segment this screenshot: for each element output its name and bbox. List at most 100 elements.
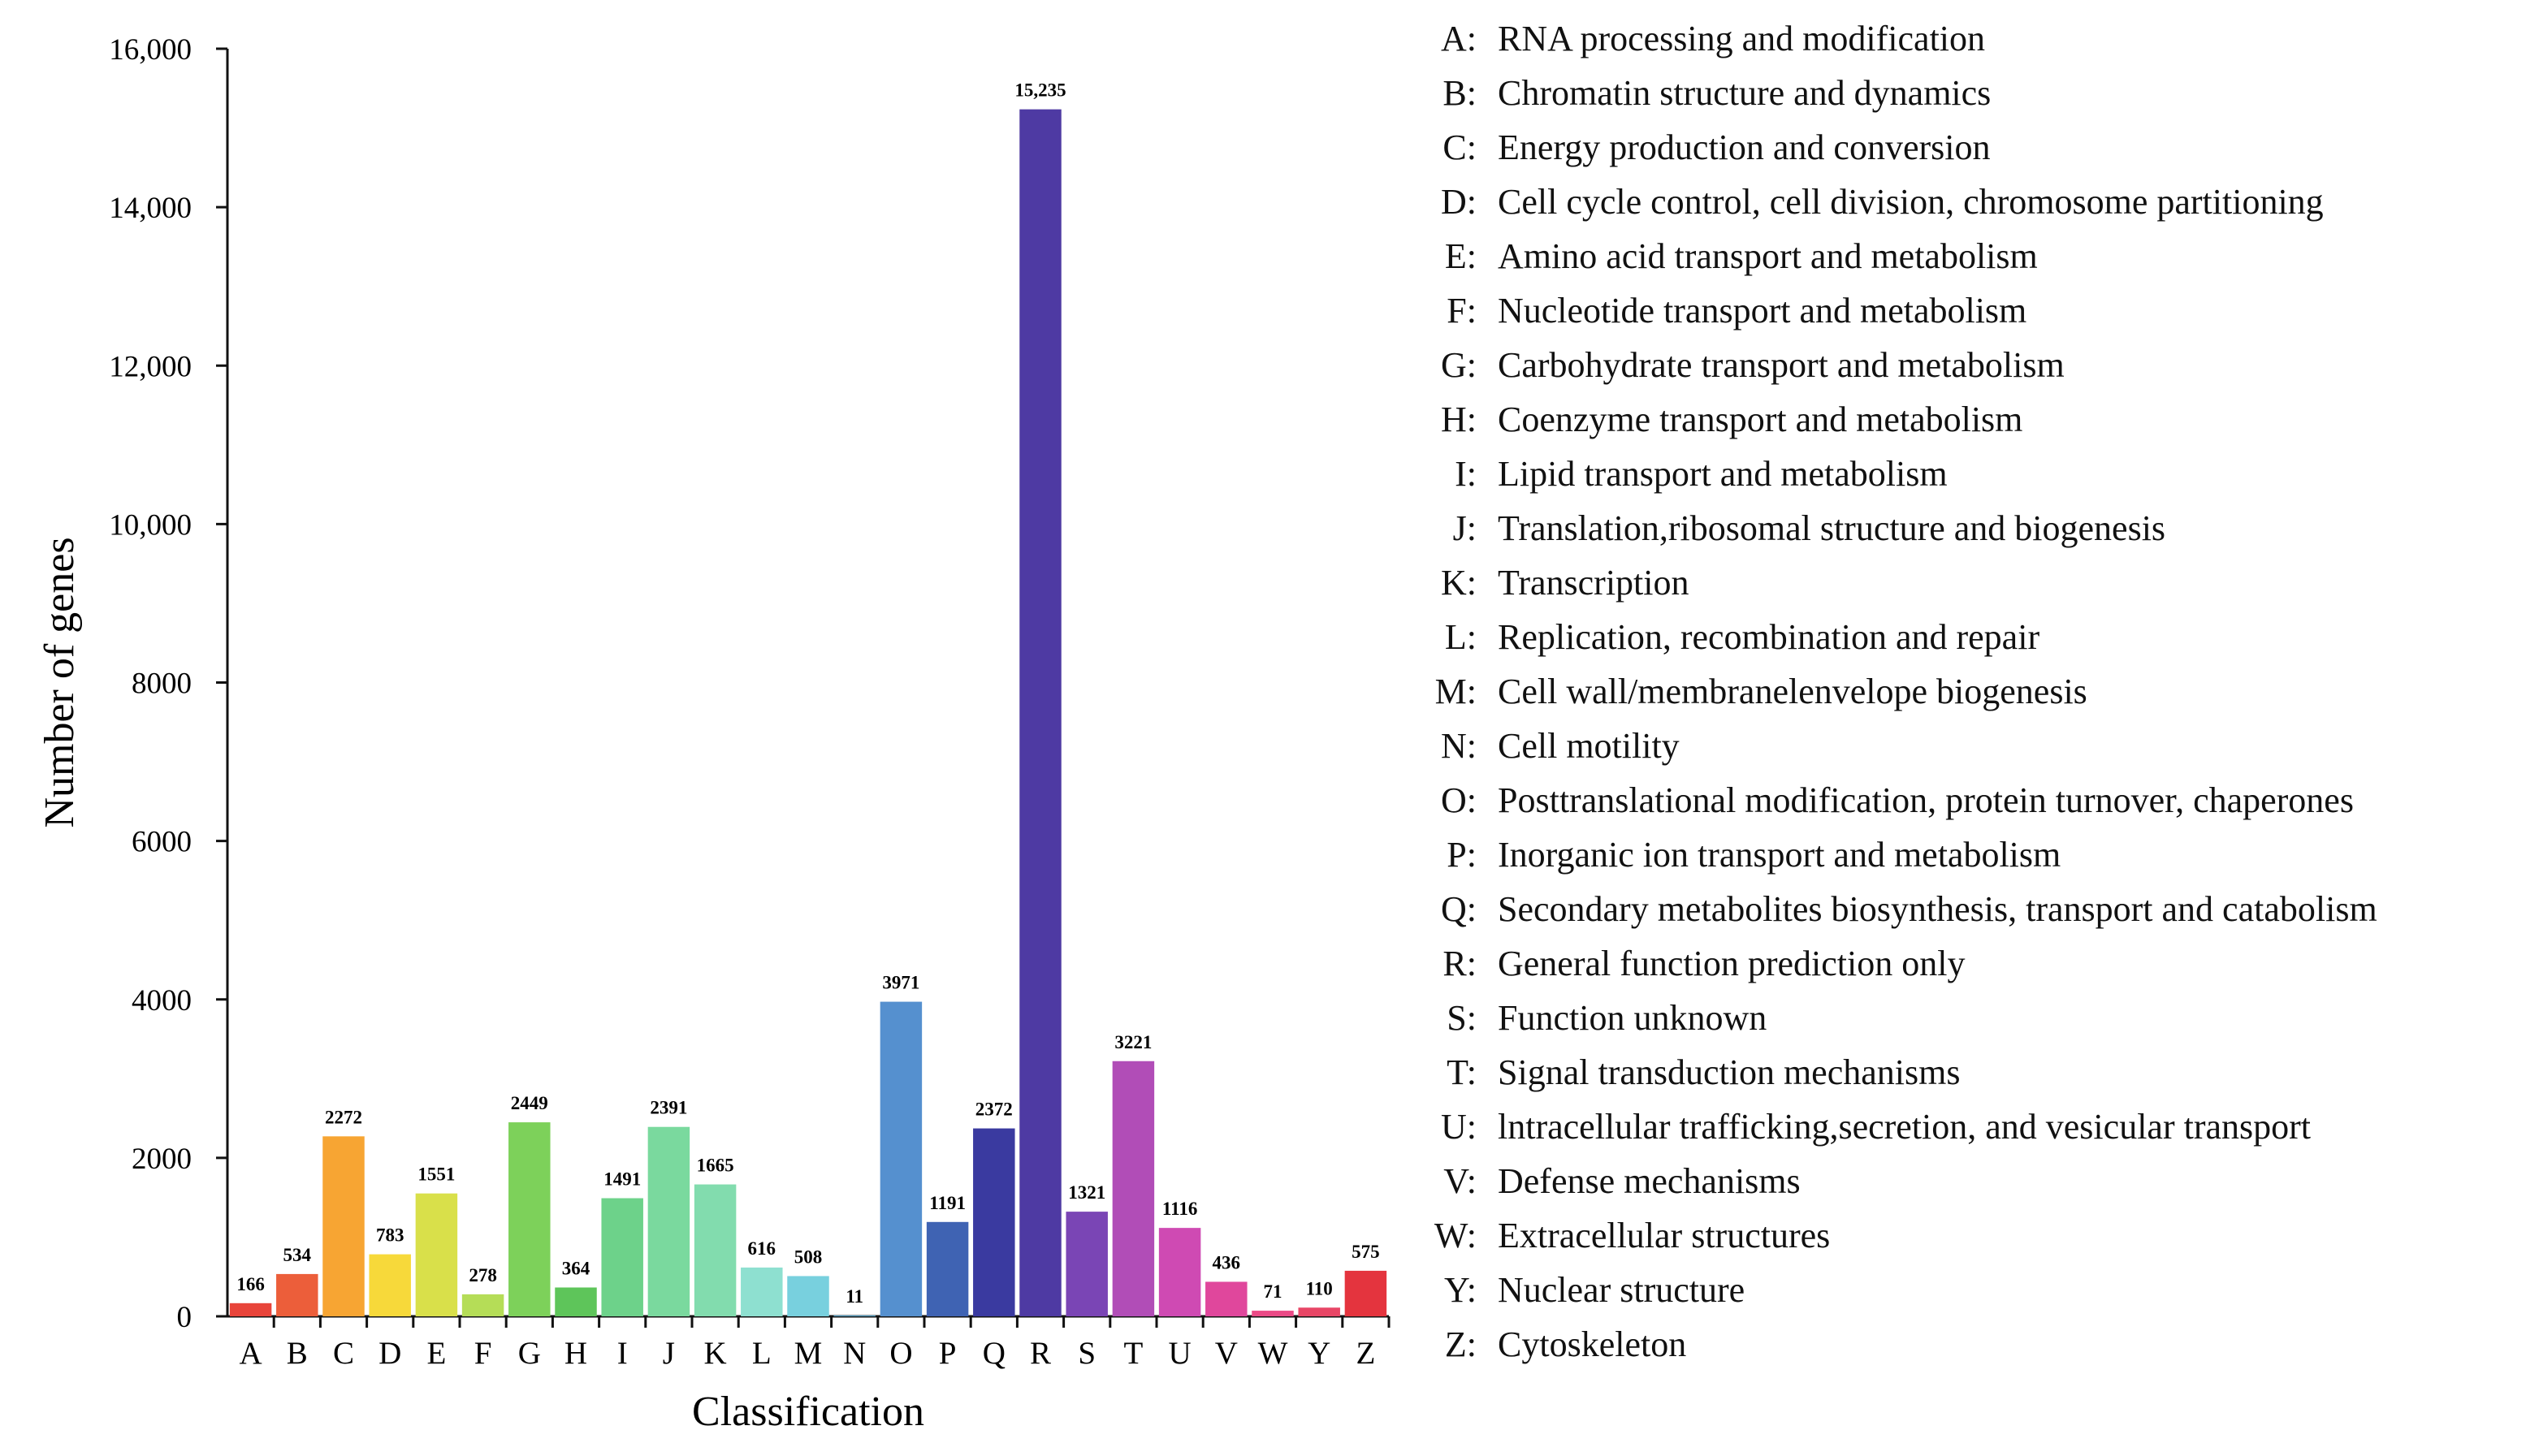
legend-text: Cell motility [1498,726,1680,766]
bar-W [1252,1311,1294,1316]
legend-item: R: General function prediction only [1431,936,2524,991]
data-label-H: 364 [562,1258,590,1278]
legend-key: U: [1441,1107,1477,1147]
legend-text: Carbohydrate transport and metabolism [1498,345,2065,385]
legend-item: Q: Secondary metabolites biosynthesis, tr… [1431,882,2524,936]
legend-text: Defense mechanisms [1498,1161,1801,1201]
legend-key: I: [1455,454,1477,494]
legend-item: D: Cell cycle control, cell division, chr… [1431,175,2524,229]
legend-text: Extracellular structures [1498,1216,1831,1255]
bar-D [369,1254,411,1316]
x-tick-label-D: D [378,1336,401,1371]
x-tick-label-B: B [287,1336,308,1371]
data-label-N: 11 [846,1286,863,1307]
legend-text: Secondary metabolites biosynthesis, tran… [1498,889,2377,929]
x-tick-label-I: I [617,1336,628,1371]
x-tick-label-K: K [704,1336,727,1371]
data-label-Q: 2372 [975,1100,1013,1120]
bar-U [1158,1228,1201,1316]
x-tick-label-Q: Q [983,1336,1006,1371]
data-label-P: 1191 [929,1193,966,1213]
legend-key: E: [1444,236,1477,276]
data-label-T: 3221 [1114,1032,1152,1052]
legend-item: C: Energy production and conversion [1431,120,2524,175]
legend-item: P: Inorganic ion transport and metabolism [1431,827,2524,882]
bar-K [694,1184,737,1316]
x-tick-label-E: E [426,1336,446,1371]
data-label-Y: 110 [1306,1278,1333,1298]
legend-text: RNA processing and modification [1498,19,1986,58]
legend-key: N: [1441,726,1477,766]
bar-T [1112,1061,1155,1316]
legend-item: H: Coenzyme transport and metabolism [1431,392,2524,447]
legend-text: Nucleotide transport and metabolism [1498,291,2027,331]
y-axis-title: Number of genes [37,537,83,827]
bar-chart: 0 2000 4000 6000 8000 10,000 12,000 14,000 16,00… [37,33,1391,1435]
data-label-L: 616 [748,1238,776,1259]
legend-item: I: Lipid transport and metabolism [1431,447,2524,501]
legend-item: E: Amino acid transport and metabolism [1431,229,2524,283]
data-label-J: 2391 [650,1098,687,1118]
legend-text: Posttranslational modification, protein … [1498,780,2354,820]
legend-text: Inorganic ion transport and metabolism [1498,835,2061,875]
bar-J [647,1126,690,1316]
x-tick-label-G: G [518,1336,541,1371]
x-tick-label-F: F [474,1336,492,1371]
data-label-A: 166 [236,1274,265,1294]
y-tick-label: 2000 [132,1143,192,1176]
bar-A [229,1303,272,1316]
legend-key: L: [1444,617,1477,657]
legend-key: G: [1441,345,1477,385]
data-label-B: 534 [283,1245,312,1265]
bar-F [461,1294,504,1316]
legend-item: N: Cell motility [1431,719,2524,773]
bar-Q [973,1128,1015,1316]
bar-C [322,1136,365,1316]
legend-item: A: RNA processing and modification [1431,11,2524,66]
x-tick-label-A: A [240,1336,262,1371]
data-label-R: 15,235 [1014,80,1066,101]
x-tick-label-H: H [564,1336,587,1371]
y-tick-label: 10,000 [109,508,192,542]
bar-G [508,1122,551,1316]
legend-item: K: Transcription [1431,555,2524,610]
data-label-F: 278 [469,1265,497,1285]
x-axis-title: Classification [692,1389,924,1435]
bar-B [276,1273,318,1316]
legend-item: L: Replication, recombination and repair [1431,610,2524,664]
legend-key: V: [1443,1161,1477,1201]
x-tick-label-Y: Y [1308,1336,1330,1371]
legend-key: H: [1441,400,1477,439]
legend-text: Coenzyme transport and metabolism [1498,400,2023,439]
legend-key: F: [1447,291,1477,331]
legend-text: Lipid transport and metabolism [1498,454,1948,494]
data-label-C: 2272 [325,1107,362,1127]
legend-key: R: [1443,944,1477,983]
legend-text: Cell cycle control, cell division, chrom… [1498,182,2324,222]
legend-key: P: [1447,835,1477,875]
legend-text: Energy production and conversion [1498,127,1991,167]
legend-item: Z: Cytoskeleton [1431,1317,2524,1372]
legend-key: K: [1441,563,1477,603]
legend-text: Chromatin structure and dynamics [1498,73,1992,113]
data-label-O: 3971 [882,973,919,993]
data-label-V: 436 [1213,1252,1241,1272]
x-tick-label-N: N [843,1336,866,1371]
legend-item: U: lntracellular trafficking,secretion, a… [1431,1100,2524,1154]
data-label-U: 1116 [1162,1199,1197,1219]
legend-key: S: [1447,998,1477,1038]
legend-item: G: Carbohydrate transport and metabolism [1431,338,2524,392]
legend-key: Y: [1444,1270,1477,1310]
data-label-W: 71 [1264,1281,1282,1302]
legend-text: Translation,ribosomal structure and biog… [1498,508,2166,548]
legend-text: Signal transduction mechanisms [1498,1052,1961,1092]
legend-item: Y: Nuclear structure [1431,1263,2524,1317]
x-tick-label-T: T [1123,1336,1143,1371]
legend-text: Amino acid transport and metabolism [1498,236,2038,276]
x-tick-label-V: V [1215,1336,1238,1371]
data-label-D: 783 [376,1225,404,1246]
bar-R [1019,109,1062,1317]
legend-key: Z: [1444,1324,1477,1364]
y-tick-label: 12,000 [109,350,192,383]
x-tick-label-P: P [939,1336,957,1371]
